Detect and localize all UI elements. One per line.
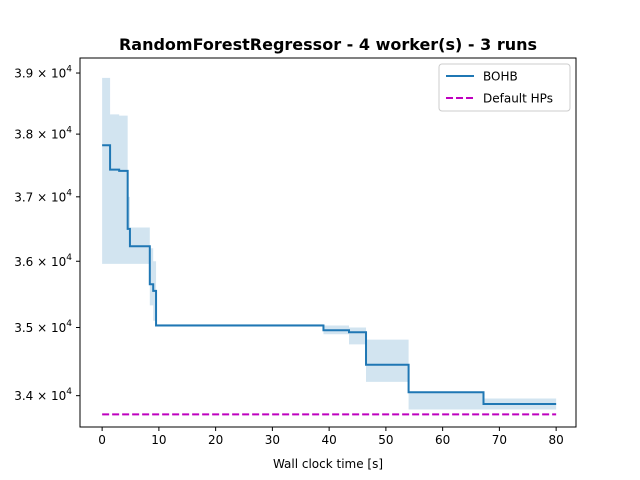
y-tick-label: 3.5 × 104 xyxy=(14,319,72,335)
y-tick-exponent: 4 xyxy=(66,126,72,136)
chart-title: RandomForestRegressor - 4 worker(s) - 3 … xyxy=(119,35,537,54)
y-tick-mantissa: 3.9 × 10 xyxy=(14,67,66,81)
y-tick-exponent: 4 xyxy=(66,387,72,397)
bohb-line xyxy=(102,144,557,405)
legend-label-bohb: BOHB xyxy=(483,70,518,84)
y-tick-mantissa: 3.5 × 10 xyxy=(14,321,66,335)
y-tick-mantissa: 3.6 × 10 xyxy=(14,255,66,269)
y-tick-exponent: 4 xyxy=(66,253,72,263)
x-axis: 0 10 20 30 40 50 60 70 80 xyxy=(98,427,564,447)
x-tick-label: 30 xyxy=(265,433,280,447)
y-tick-label: 3.9 × 104 xyxy=(14,65,72,81)
x-tick-label: 10 xyxy=(151,433,166,447)
y-tick-label: 3.7 × 104 xyxy=(14,188,72,204)
x-axis-label: Wall clock time [s] xyxy=(273,457,383,471)
x-tick-label: 0 xyxy=(98,433,106,447)
legend-label-default-hps: Default HPs xyxy=(483,92,553,106)
x-tick-label: 80 xyxy=(548,433,563,447)
y-tick-mantissa: 3.4 × 10 xyxy=(14,389,66,403)
y-tick-mantissa: 3.8 × 10 xyxy=(14,128,66,142)
y-tick-exponent: 4 xyxy=(66,65,72,75)
y-tick-mantissa: 3.7 × 10 xyxy=(14,190,66,204)
axes-frame xyxy=(79,57,577,428)
y-tick-label: 3.4 × 104 xyxy=(14,387,72,403)
x-tick-label: 20 xyxy=(208,433,223,447)
plot-area xyxy=(102,77,557,416)
series-lines xyxy=(102,144,557,416)
y-tick-exponent: 4 xyxy=(66,319,72,329)
y-tick-label: 3.6 × 104 xyxy=(14,253,72,269)
x-tick-label: 40 xyxy=(321,433,336,447)
y-tick-exponent: 4 xyxy=(66,188,72,198)
legend: BOHB Default HPs xyxy=(438,63,571,112)
x-tick-label: 70 xyxy=(492,433,507,447)
x-tick-label: 60 xyxy=(435,433,450,447)
y-tick-label: 3.8 × 104 xyxy=(14,126,72,142)
x-tick-label: 50 xyxy=(378,433,393,447)
